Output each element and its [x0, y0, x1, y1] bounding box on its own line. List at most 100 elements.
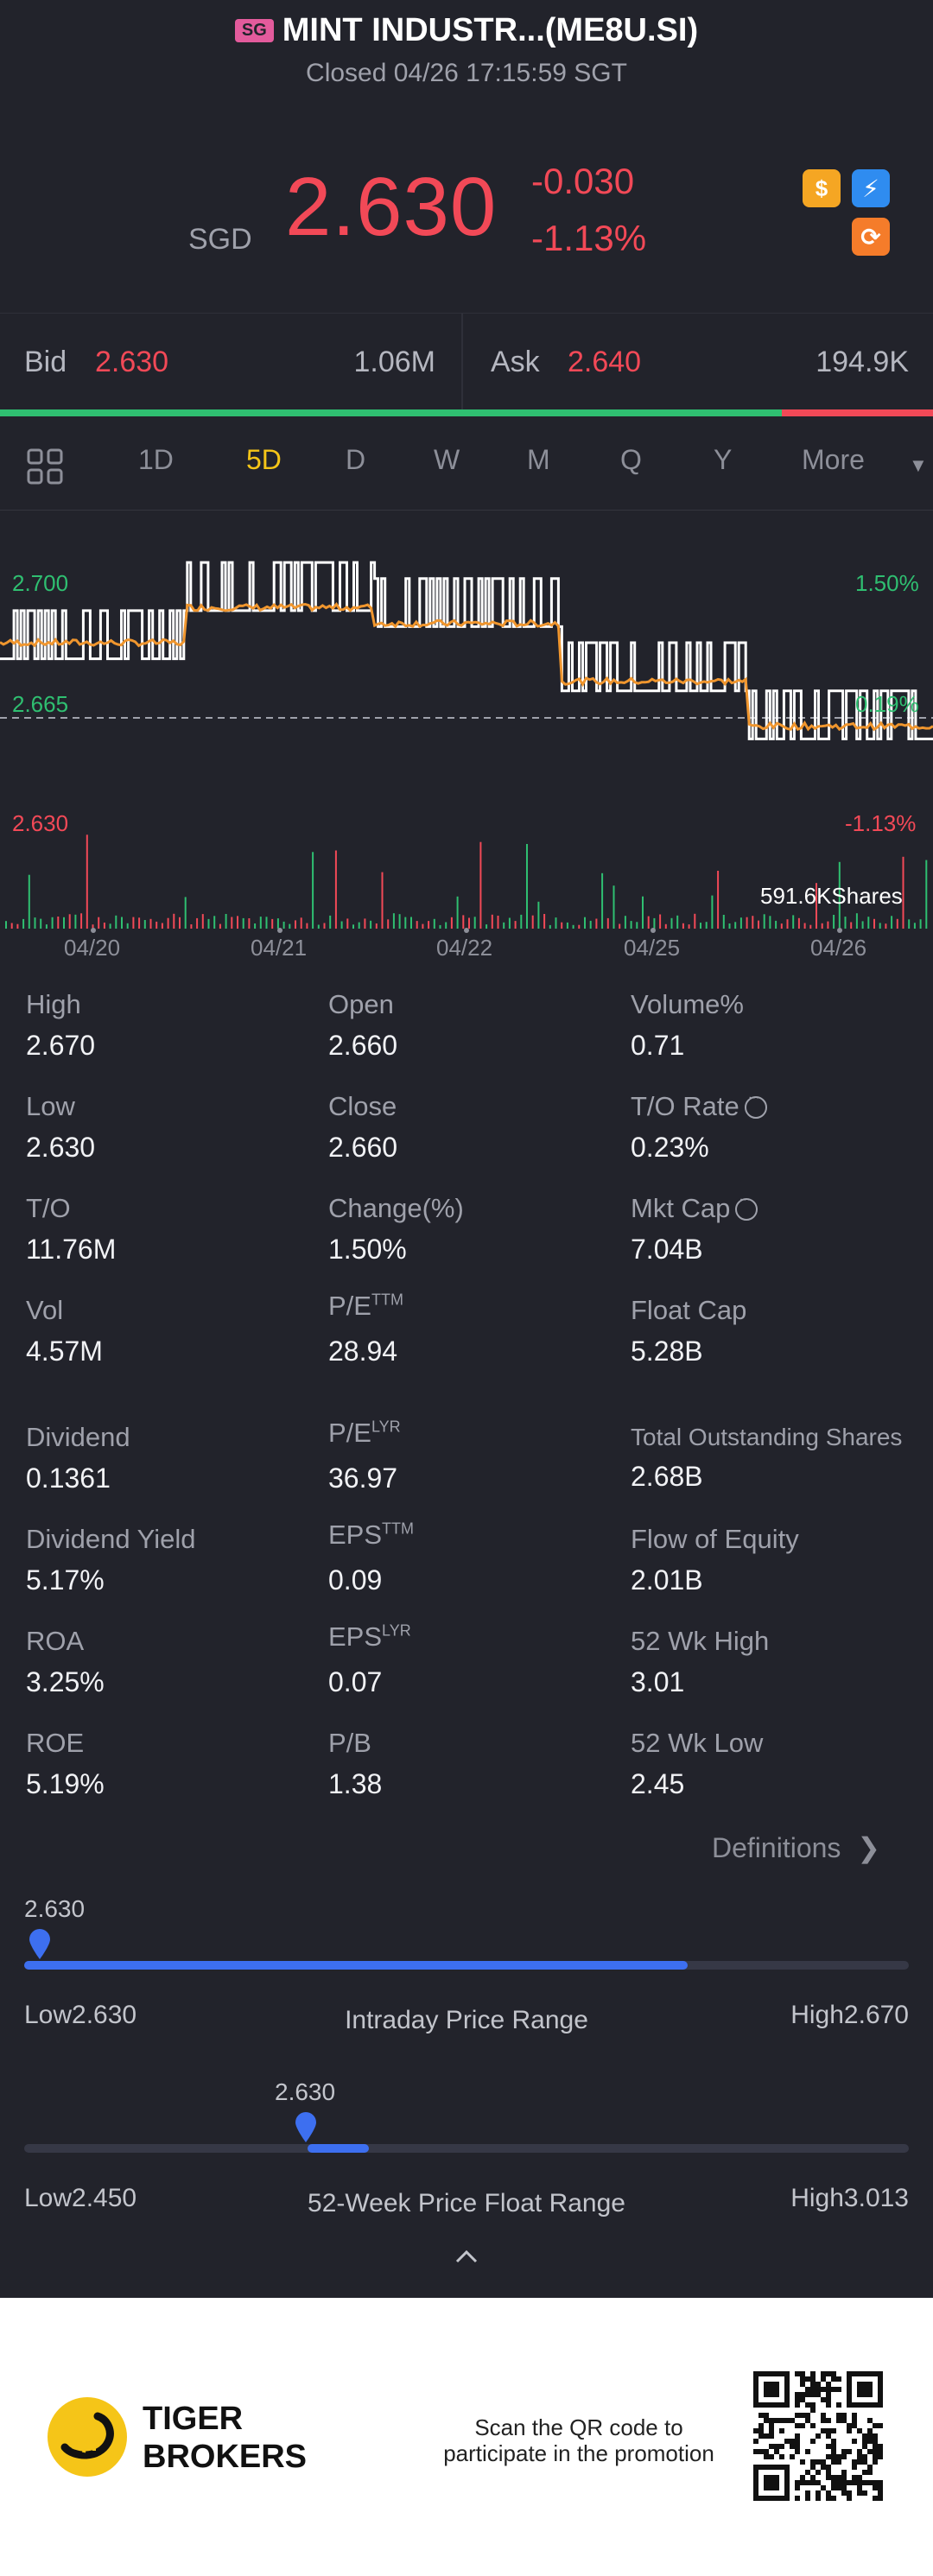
volume-bar	[143, 920, 146, 929]
tab-q[interactable]: Q	[620, 444, 642, 475]
tab-w[interactable]: W	[434, 444, 460, 475]
qr-module	[758, 2413, 764, 2418]
volume-bar	[520, 914, 523, 929]
volume-bar	[758, 920, 759, 929]
qr-module	[852, 2475, 857, 2480]
volume-bar	[334, 850, 337, 929]
qr-module	[852, 2480, 857, 2485]
stat-pb-value: 1.38	[328, 1768, 383, 1799]
qr-module	[878, 2454, 883, 2459]
tab-d[interactable]: D	[346, 444, 366, 475]
volume-bar	[433, 918, 435, 929]
qr-code-icon[interactable]	[753, 2371, 883, 2501]
volume-bar	[688, 924, 690, 929]
volume-bar	[265, 917, 268, 929]
volume-bar	[346, 918, 349, 929]
definitions-link[interactable]: Definitions ❯	[712, 1831, 880, 1864]
qr-module	[831, 2439, 836, 2444]
stat-roa-label: ROA	[26, 1626, 85, 1656]
volume-bar	[317, 924, 320, 929]
qr-module	[873, 2439, 878, 2444]
info-icon[interactable]	[744, 1090, 767, 1119]
volume-bar	[821, 923, 823, 929]
stat-vol-value: 4.57M	[26, 1336, 103, 1367]
stat-foe-label: Flow of Equity	[631, 1524, 799, 1554]
qr-module	[800, 2397, 805, 2402]
dollar-icon[interactable]: $	[803, 169, 841, 207]
volume-bar	[121, 917, 123, 929]
volume-bar	[109, 923, 111, 929]
week52-range-track	[24, 2144, 909, 2153]
qr-module	[867, 2433, 873, 2439]
qr-module	[867, 2449, 873, 2454]
volume-bar	[404, 917, 407, 929]
qr-module	[831, 2449, 836, 2454]
qr-module	[795, 2496, 800, 2501]
volume-bar	[850, 922, 853, 929]
volume-bar	[276, 918, 279, 929]
info-icon[interactable]	[735, 1192, 758, 1221]
tab-m[interactable]: M	[527, 444, 550, 475]
stat-floatcap-label: Float Cap	[631, 1295, 747, 1325]
volume-bar	[584, 917, 586, 929]
volume-bar	[300, 917, 302, 929]
more-dropdown-icon[interactable]: ▼	[909, 454, 928, 476]
volume-bar	[780, 923, 783, 929]
stat-low-label: Low	[26, 1091, 75, 1121]
qr-module	[862, 2439, 867, 2444]
promo-footer	[0, 2298, 933, 2576]
stat-eps-lyr-sup: LYR	[382, 1621, 411, 1640]
qr-module	[805, 2376, 810, 2382]
qr-module	[800, 2371, 805, 2376]
qr-module	[821, 2371, 826, 2376]
layout-grid-icon[interactable]	[26, 447, 64, 485]
intraday-high: High2.670	[790, 2001, 909, 2029]
stat-pe-ttm-text: P/E	[328, 1291, 371, 1321]
tab-5d[interactable]: 5D	[246, 444, 282, 475]
qr-module	[816, 2470, 821, 2475]
qr-module	[831, 2485, 836, 2490]
qr-module	[810, 2392, 816, 2397]
y-label-mid: 2.665	[12, 691, 69, 717]
tab-more[interactable]: More	[802, 444, 865, 475]
qr-module	[867, 2418, 873, 2423]
qr-module	[857, 2428, 862, 2433]
volume-bar	[242, 917, 244, 929]
qr-module	[862, 2459, 867, 2465]
qr-module	[805, 2413, 810, 2418]
y-label-top: 2.700	[12, 570, 69, 596]
qr-module	[795, 2397, 800, 2402]
qr-module	[795, 2402, 800, 2408]
scan-line2: participate in the promotion	[443, 2440, 714, 2466]
collapse-chevron-up-icon[interactable]	[454, 2246, 488, 2272]
volume-bar	[792, 915, 795, 929]
qr-module	[800, 2459, 805, 2465]
tab-y[interactable]: Y	[714, 444, 733, 475]
stat-pe-lyr-label: P/ELYR	[328, 1418, 401, 1449]
qr-module	[862, 2480, 867, 2485]
qr-module	[758, 2423, 764, 2428]
qr-module	[867, 2480, 873, 2485]
volume-bar	[919, 919, 922, 929]
qr-module	[873, 2423, 878, 2428]
date-markers	[91, 928, 842, 933]
qr-module	[810, 2371, 816, 2376]
qr-module	[836, 2459, 841, 2465]
qr-module	[831, 2480, 836, 2485]
intraday-chart[interactable]: 2.700 2.665 2.630 1.50% 0.19% -1.13% 591…	[0, 518, 933, 968]
qr-module	[857, 2480, 862, 2485]
qr-module	[810, 2465, 816, 2470]
qr-module	[867, 2439, 873, 2444]
volume-bar	[543, 914, 546, 929]
volume-label: 591.6KShares	[760, 883, 903, 909]
refresh-icon[interactable]: ⟳	[852, 218, 890, 256]
qr-module	[873, 2433, 878, 2439]
tab-1d[interactable]: 1D	[138, 444, 174, 475]
price-change: -0.030	[531, 161, 635, 201]
lightning-icon[interactable]: ⚡	[852, 169, 890, 207]
qr-module	[847, 2496, 852, 2501]
volume-bar	[173, 913, 175, 929]
volume-bar	[103, 923, 105, 929]
qr-module	[779, 2454, 784, 2459]
stat-roa-value: 3.25%	[26, 1666, 105, 1697]
